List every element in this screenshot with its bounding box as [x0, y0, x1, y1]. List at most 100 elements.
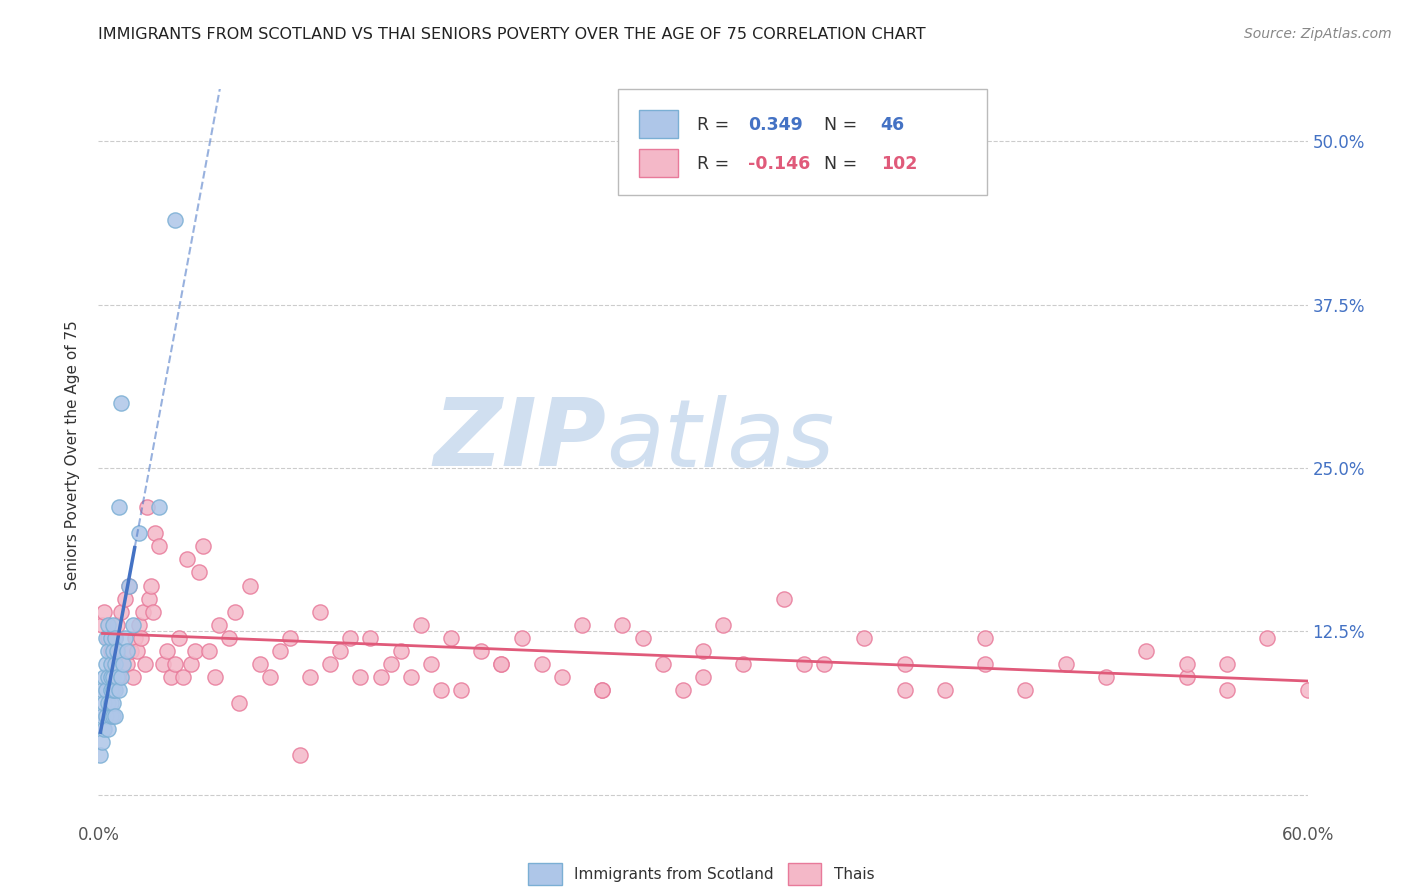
FancyBboxPatch shape	[638, 111, 678, 138]
Point	[152, 657, 174, 671]
Point	[389, 644, 412, 658]
Point	[853, 631, 876, 645]
Point	[974, 657, 997, 671]
Point	[128, 526, 150, 541]
Point	[288, 748, 311, 763]
Point	[188, 566, 211, 580]
Point	[360, 631, 382, 645]
Point	[278, 631, 301, 645]
Point	[93, 723, 115, 737]
Point	[1175, 670, 1198, 684]
Point	[97, 617, 120, 632]
Point	[180, 657, 202, 671]
Point	[491, 657, 513, 671]
Text: Immigrants from Scotland: Immigrants from Scotland	[574, 866, 773, 881]
Point	[143, 526, 166, 541]
Point	[97, 723, 120, 737]
Point	[440, 631, 463, 645]
Point	[299, 670, 322, 684]
Point	[97, 670, 120, 684]
Text: R =: R =	[697, 116, 735, 134]
Point	[399, 670, 422, 684]
Point	[100, 631, 122, 645]
Point	[103, 657, 125, 671]
Point	[148, 500, 170, 515]
Point	[101, 644, 124, 658]
Text: 46: 46	[880, 116, 905, 134]
Point	[100, 644, 122, 658]
Point	[96, 657, 118, 671]
Text: N =: N =	[824, 155, 863, 173]
Point	[101, 657, 124, 671]
Point	[163, 212, 186, 227]
Point	[107, 670, 129, 684]
Point	[239, 578, 262, 592]
Point	[380, 657, 402, 671]
FancyBboxPatch shape	[619, 89, 987, 195]
Text: 102: 102	[880, 155, 917, 173]
Point	[163, 657, 186, 671]
Point	[319, 657, 342, 671]
Point	[198, 644, 221, 658]
Point	[1054, 657, 1077, 671]
Point	[110, 670, 132, 684]
Point	[107, 683, 129, 698]
Point	[115, 644, 138, 658]
FancyBboxPatch shape	[638, 149, 678, 177]
Point	[103, 631, 125, 645]
Point	[1216, 657, 1239, 671]
FancyBboxPatch shape	[787, 863, 821, 885]
Point	[692, 670, 714, 684]
Point	[100, 683, 122, 698]
Point	[91, 617, 114, 632]
Point	[96, 709, 118, 723]
Point	[420, 657, 443, 671]
Point	[101, 617, 124, 632]
Point	[259, 670, 281, 684]
Point	[110, 605, 132, 619]
Point	[101, 709, 124, 723]
Point	[89, 748, 111, 763]
FancyBboxPatch shape	[527, 863, 561, 885]
Point	[184, 644, 207, 658]
Point	[91, 683, 114, 698]
Point	[93, 605, 115, 619]
Point	[93, 696, 115, 710]
Point	[101, 670, 124, 684]
Point	[204, 670, 226, 684]
Point	[105, 670, 128, 684]
Point	[224, 605, 246, 619]
Point	[118, 578, 141, 592]
Point	[139, 578, 162, 592]
Point	[893, 683, 915, 698]
Text: R =: R =	[697, 155, 735, 173]
Point	[470, 644, 492, 658]
Point	[893, 657, 915, 671]
Point	[120, 644, 142, 658]
Point	[530, 657, 553, 671]
Point	[571, 617, 593, 632]
Point	[115, 657, 138, 671]
Point	[208, 617, 231, 632]
Point	[114, 631, 136, 645]
Point	[107, 500, 129, 515]
Point	[591, 683, 613, 698]
Point	[128, 617, 150, 632]
Point	[974, 631, 997, 645]
Point	[132, 605, 155, 619]
Point	[409, 617, 432, 632]
Point	[135, 500, 157, 515]
Point	[692, 644, 714, 658]
Point	[176, 552, 198, 566]
Point	[101, 696, 124, 710]
Text: -0.146: -0.146	[748, 155, 810, 173]
Point	[1135, 644, 1157, 658]
Point	[134, 657, 156, 671]
Point	[118, 578, 141, 592]
Point	[551, 670, 574, 684]
Point	[105, 644, 128, 658]
Point	[101, 683, 124, 698]
Point	[114, 591, 136, 606]
Point	[591, 683, 613, 698]
Point	[793, 657, 815, 671]
